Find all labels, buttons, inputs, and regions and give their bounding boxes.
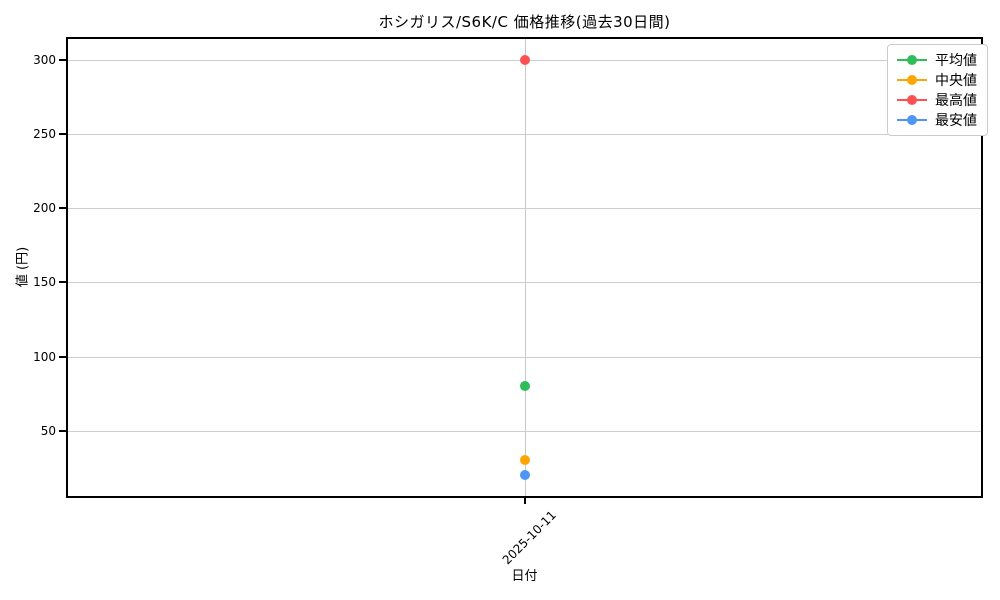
y-tick-mark	[59, 207, 66, 210]
y-tick-mark	[59, 355, 66, 358]
legend-dot-icon	[907, 115, 917, 125]
chart-title: ホシガリス/S6K/C 価格推移(過去30日間)	[378, 13, 671, 31]
data-point	[519, 381, 530, 392]
legend-item-label: 中央値	[935, 73, 977, 89]
x-tick-label: 2025-10-11	[499, 508, 559, 568]
legend-item: 中央値	[897, 71, 977, 89]
legend-item-label: 最高値	[935, 93, 977, 109]
legend-item-label: 最安値	[935, 113, 977, 129]
legend-marker-icon	[897, 54, 927, 66]
plot-area: 2025-10-11 50 100 150 200 250 300	[33, 37, 983, 567]
y-tick-label: 300	[33, 52, 56, 67]
y-tick-mark	[59, 58, 66, 61]
data-point	[519, 54, 530, 65]
y-axis-label: 値 (円)	[15, 246, 31, 288]
legend-item: 平均値	[897, 51, 977, 69]
legend-item: 最高値	[897, 91, 977, 109]
y-tick-label: 50	[40, 423, 56, 438]
legend-dot-icon	[907, 75, 917, 85]
x-axis-label: 日付	[511, 569, 538, 584]
y-tick-mark	[59, 132, 66, 135]
legend-marker-icon	[897, 94, 927, 106]
data-point	[519, 470, 530, 481]
legend-item-label: 平均値	[935, 53, 977, 69]
y-tick-label: 200	[33, 201, 56, 216]
legend-dot-icon	[907, 55, 917, 65]
x-tick-mark	[523, 498, 526, 504]
legend: 平均値中央値最高値最安値	[887, 44, 988, 136]
y-tick-label: 150	[33, 275, 56, 290]
legend-marker-icon	[897, 114, 927, 126]
legend-marker-icon	[897, 74, 927, 86]
y-tick-label: 250	[33, 126, 56, 141]
y-tick-mark	[59, 429, 66, 432]
legend-item: 最安値	[897, 111, 977, 129]
data-point	[519, 455, 530, 466]
y-tick-label: 100	[33, 349, 56, 364]
legend-dot-icon	[907, 95, 917, 105]
v-gridline	[524, 39, 526, 496]
y-tick-mark	[59, 281, 66, 284]
